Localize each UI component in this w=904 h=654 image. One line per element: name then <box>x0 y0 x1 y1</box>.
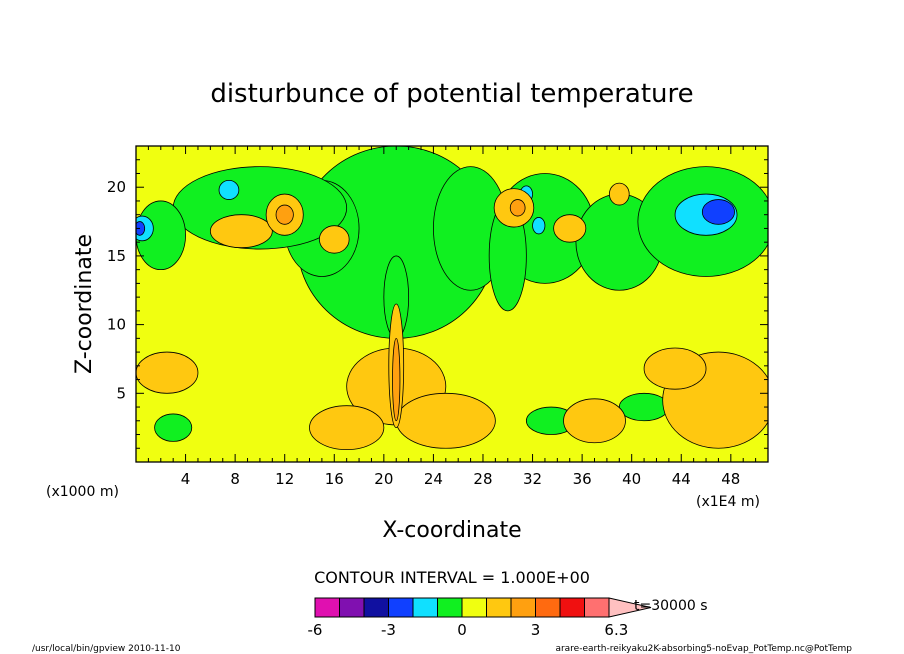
x-tick-label: 20 <box>374 470 393 488</box>
y-tick-labels: 5 10 15 20 <box>107 178 126 402</box>
contour-region-15 <box>701 199 735 225</box>
x-tick-label: 44 <box>672 470 691 488</box>
colorbar-cell <box>339 597 365 618</box>
contour-region-27 <box>643 347 707 390</box>
colorbar-cell <box>412 597 438 618</box>
contour-region-36 <box>509 199 526 217</box>
footer-right: arare-earth-reikyaku2K-absorbing5-noEvap… <box>555 644 852 654</box>
contour-region-25 <box>563 398 626 444</box>
contour-region-16 <box>218 179 240 200</box>
colorbar-tick-label: 0 <box>457 621 467 639</box>
x-tick-label: 40 <box>622 470 641 488</box>
plot-frame <box>135 145 769 463</box>
contour-region-21 <box>136 351 199 394</box>
x-tick-label: 12 <box>275 470 294 488</box>
contour-region-19 <box>532 217 546 235</box>
colorbar-tick-label: -6 <box>308 621 323 639</box>
colorbar-tick-label: 6.3 <box>604 621 628 639</box>
x-tick-label: 48 <box>721 470 740 488</box>
colorbar-labels: -6 -3 0 3 6.3 <box>308 621 629 639</box>
colorbar-cell <box>584 597 610 618</box>
colorbar-cell <box>314 597 340 618</box>
colorbar-cell <box>535 597 561 618</box>
colorbar-cell <box>363 597 389 618</box>
contour-region-35 <box>275 204 294 225</box>
colorbar-arrow <box>608 597 652 618</box>
x-tick-label: 36 <box>573 470 592 488</box>
colorbar-cell <box>486 597 512 618</box>
colorbar-cell <box>388 597 414 618</box>
y-tick-label: 20 <box>107 178 126 196</box>
x-tick-label: 28 <box>473 470 492 488</box>
plot-area <box>136 146 768 462</box>
time-label: t=30000 s <box>634 598 708 614</box>
contour-region-33 <box>608 182 630 206</box>
contour-region-13 <box>618 392 670 422</box>
y-axis-label: Z-coordinate <box>72 234 97 374</box>
x-tick-labels: 4 8 12 16 20 24 28 32 36 40 44 48 <box>181 470 741 488</box>
y-tick-label: 15 <box>107 247 126 265</box>
contour-region-30 <box>319 225 350 254</box>
x-tick-label: 16 <box>325 470 344 488</box>
colorbar-tick-label: -3 <box>381 621 396 639</box>
y-tick-label: 5 <box>116 384 126 402</box>
x-tick-label: 24 <box>424 470 443 488</box>
colorbar-cell <box>437 597 463 618</box>
contour-region-37 <box>392 337 401 422</box>
x-unit-left: (x1000 m) <box>46 484 119 500</box>
x-tick-label: 8 <box>230 470 240 488</box>
colorbar-cell <box>510 597 536 618</box>
colorbar-cell <box>461 597 487 618</box>
x-unit-right: (x1E4 m) <box>696 494 760 510</box>
contour-region-18 <box>136 221 146 236</box>
footer-left: /usr/local/bin/gpview 2010-11-10 <box>32 644 181 654</box>
colorbar-tick-label: 3 <box>531 621 541 639</box>
x-tick-label: 4 <box>181 470 191 488</box>
colorbar <box>314 597 652 618</box>
axis-ticks <box>136 146 768 462</box>
contour-region-24 <box>309 405 385 451</box>
contour-region-11 <box>154 413 193 442</box>
contour-region-32 <box>553 214 587 243</box>
contour-region-28 <box>209 214 273 249</box>
contour-region-23 <box>395 392 496 449</box>
chart-title: disturbunce of potential temperature <box>210 79 693 109</box>
x-axis-label: X-coordinate <box>382 518 521 543</box>
y-tick-label: 10 <box>107 316 126 334</box>
contour-interval: CONTOUR INTERVAL = 1.000E+00 <box>314 568 590 587</box>
colorbar-cell <box>559 597 585 618</box>
x-tick-label: 32 <box>523 470 542 488</box>
